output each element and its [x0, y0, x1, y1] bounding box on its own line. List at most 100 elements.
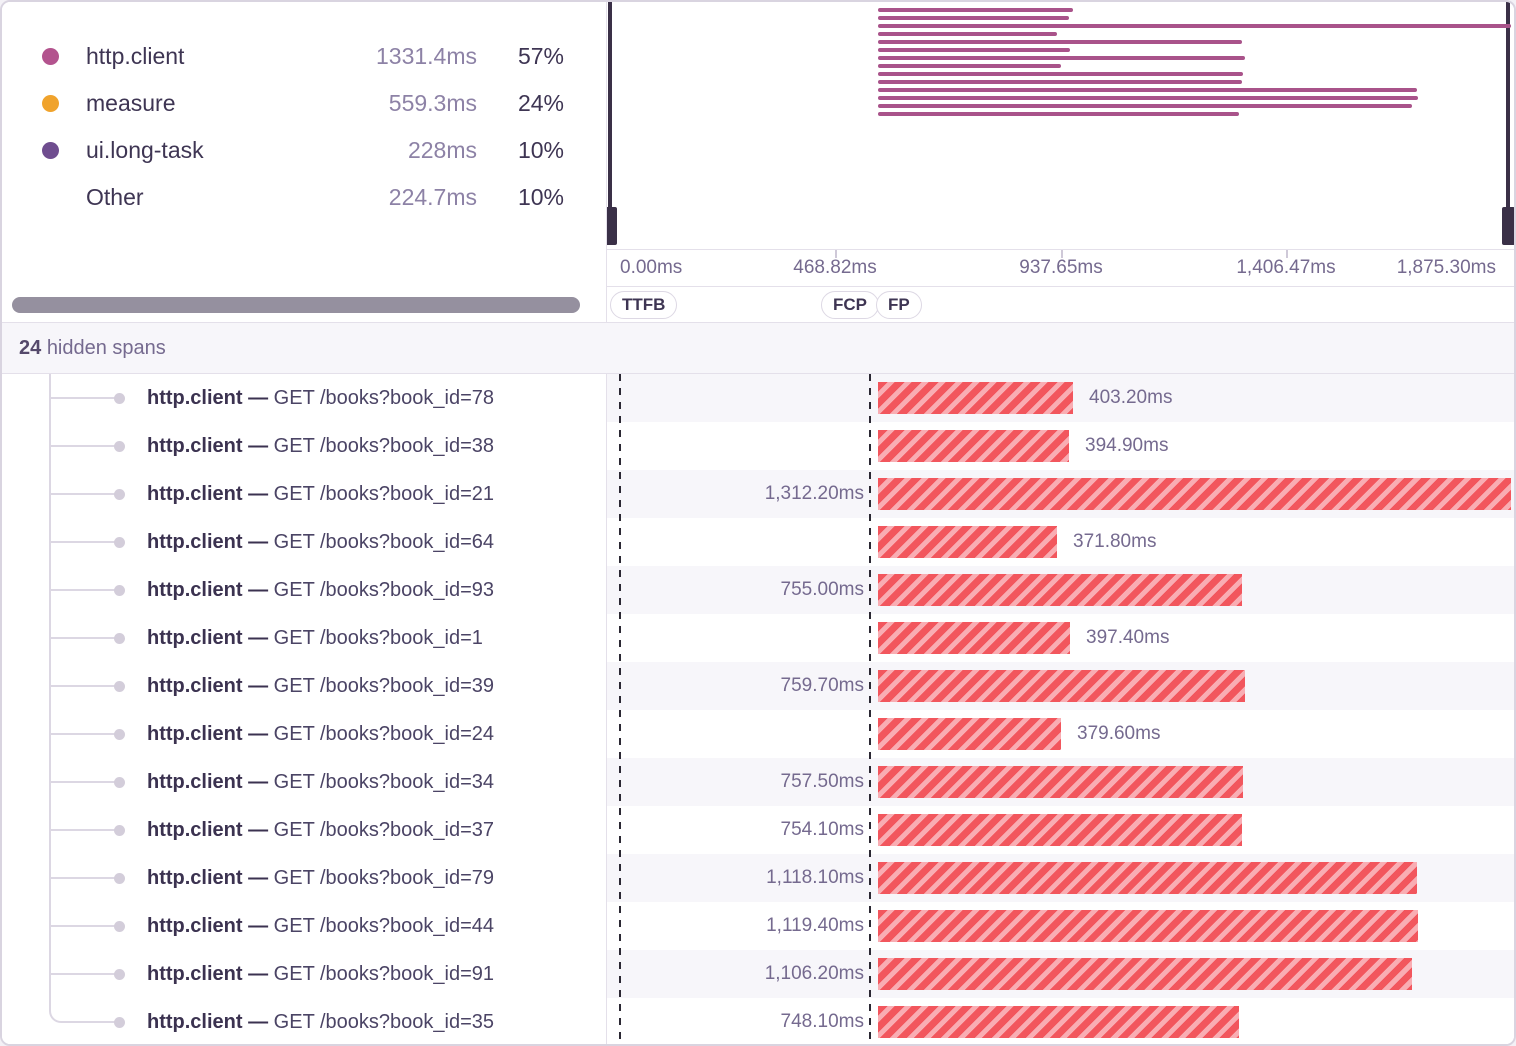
tree-node-dot-icon — [114, 969, 125, 980]
horizontal-scrollbar[interactable] — [2, 287, 606, 323]
span-row[interactable]: http.client — GET /books?book_id=44 1,119… — [2, 902, 1514, 950]
minimap-left-handle-bar[interactable] — [608, 2, 612, 209]
trace-minimap[interactable] — [606, 2, 1514, 249]
vital-badge-ttfb[interactable]: TTFB — [610, 291, 678, 319]
span-description: GET /books?book_id=24 — [273, 723, 495, 745]
minimap-left-handle-grip[interactable] — [606, 207, 617, 245]
guide-line-start — [619, 374, 621, 1044]
rows-panel-divider — [606, 374, 607, 1044]
span-row[interactable]: http.client — GET /books?book_id=1 397.40… — [2, 614, 1514, 662]
vital-badge-fcp[interactable]: FCP — [821, 291, 879, 319]
minimap-span-line — [878, 104, 1412, 108]
span-duration-bar[interactable] — [878, 430, 1069, 462]
legend-item: measure 559.3ms 24% — [2, 80, 606, 127]
scrollbar-thumb[interactable] — [12, 297, 580, 313]
span-duration-bar[interactable] — [878, 910, 1418, 942]
span-description: GET /books?book_id=38 — [273, 435, 495, 457]
span-duration-bar[interactable] — [878, 958, 1412, 990]
span-duration-bar[interactable] — [878, 862, 1417, 894]
span-duration-bar[interactable] — [878, 766, 1243, 798]
span-op: http.client — [147, 435, 243, 457]
span-title: http.client — GET /books?book_id=24 — [147, 710, 494, 758]
hidden-spans-row[interactable]: 24 hidden spans — [2, 323, 1514, 374]
span-title: http.client — GET /books?book_id=64 — [147, 518, 494, 566]
op-color-dot-icon — [42, 95, 59, 112]
span-title: http.client — GET /books?book_id=91 — [147, 950, 494, 998]
tree-node-dot-icon — [114, 537, 125, 548]
tree-connector — [51, 589, 117, 591]
span-description: GET /books?book_id=79 — [273, 867, 495, 889]
span-duration-bar[interactable] — [878, 670, 1245, 702]
tree-node-dot-icon — [114, 729, 125, 740]
minimap-span-line — [878, 8, 1073, 12]
span-duration-label: 755.00ms — [780, 579, 864, 600]
tree-node-dot-icon — [114, 873, 125, 884]
span-duration-bar[interactable] — [878, 382, 1073, 414]
vital-badge-fp[interactable]: FP — [876, 291, 922, 319]
span-duration-label: 371.80ms — [1073, 531, 1157, 552]
tree-node-dot-icon — [114, 633, 125, 644]
span-row[interactable]: http.client — GET /books?book_id=91 1,106… — [2, 950, 1514, 998]
span-row[interactable]: http.client — GET /books?book_id=35 748.1… — [2, 986, 1514, 1044]
tree-node-dot-icon — [114, 585, 125, 596]
axis-tick-mark — [1061, 250, 1063, 258]
minimap-right-handle-bar[interactable] — [1506, 2, 1510, 209]
tree-node-dot-icon — [114, 825, 125, 836]
span-duration-bar[interactable] — [878, 718, 1061, 750]
span-title: http.client — GET /books?book_id=78 — [147, 374, 494, 422]
legend-op-percent: 10% — [517, 137, 564, 163]
tree-connector — [51, 781, 117, 783]
span-separator: — — [242, 1011, 274, 1033]
span-row[interactable]: http.client — GET /books?book_id=93 755.0… — [2, 566, 1514, 614]
minimap-right-handle-grip[interactable] — [1502, 207, 1514, 245]
span-duration-bar[interactable] — [878, 478, 1511, 510]
legend-item: http.client 1331.4ms 57% — [2, 33, 606, 80]
span-row[interactable]: http.client — GET /books?book_id=34 757.5… — [2, 758, 1514, 806]
span-row[interactable]: http.client — GET /books?book_id=37 754.1… — [2, 806, 1514, 854]
tree-trunk — [49, 374, 51, 1010]
span-description: GET /books?book_id=1 — [273, 627, 483, 649]
tree-connector — [51, 925, 117, 927]
span-op: http.client — [147, 867, 243, 889]
tree-connector — [51, 829, 117, 831]
hidden-spans-label: hidden spans — [46, 337, 166, 359]
span-duration-bar[interactable] — [878, 814, 1242, 846]
span-separator: — — [242, 435, 274, 457]
span-duration-label: 1,118.10ms — [766, 867, 864, 888]
span-duration-label: 397.40ms — [1086, 627, 1170, 648]
tree-node-dot-icon — [114, 681, 125, 692]
span-description: GET /books?book_id=64 — [273, 531, 495, 553]
span-row[interactable]: http.client — GET /books?book_id=21 1,312… — [2, 470, 1514, 518]
span-row[interactable]: http.client — GET /books?book_id=78 403.2… — [2, 374, 1514, 422]
span-description: GET /books?book_id=78 — [273, 387, 495, 409]
span-duration-bar[interactable] — [878, 526, 1057, 558]
span-row[interactable]: http.client — GET /books?book_id=64 371.8… — [2, 518, 1514, 566]
minimap-span-line — [878, 64, 1061, 68]
span-row[interactable]: http.client — GET /books?book_id=79 1,118… — [2, 854, 1514, 902]
span-row[interactable]: http.client — GET /books?book_id=38 394.9… — [2, 422, 1514, 470]
span-op: http.client — [147, 675, 243, 697]
axis-tick-label: 1,875.30ms — [1396, 257, 1496, 278]
tree-connector — [51, 973, 117, 975]
span-duration-bar[interactable] — [878, 574, 1242, 606]
tree-connector — [51, 397, 117, 399]
minimap-span-line — [878, 40, 1242, 44]
span-title: http.client — GET /books?book_id=79 — [147, 854, 494, 902]
span-duration-label: 757.50ms — [780, 771, 864, 792]
axis-tick-label: 1,406.47ms — [1236, 257, 1336, 278]
tree-connector — [51, 445, 117, 447]
span-op: http.client — [147, 579, 243, 601]
span-row[interactable]: http.client — GET /books?book_id=24 379.6… — [2, 710, 1514, 758]
tree-elbow-connector — [49, 986, 65, 1023]
tree-node-dot-icon — [114, 393, 125, 404]
span-title: http.client — GET /books?book_id=21 — [147, 470, 494, 518]
span-row[interactable]: http.client — GET /books?book_id=39 759.7… — [2, 662, 1514, 710]
span-description: GET /books?book_id=21 — [273, 483, 495, 505]
minimap-span-line — [878, 88, 1417, 92]
span-duration-bar[interactable] — [878, 622, 1070, 654]
legend-op-duration: 224.7ms — [388, 184, 477, 210]
span-title: http.client — GET /books?book_id=35 — [147, 998, 495, 1044]
span-duration-label: 748.10ms — [780, 1011, 864, 1032]
span-duration-bar[interactable] — [878, 1006, 1239, 1038]
span-description: GET /books?book_id=35 — [273, 1011, 495, 1033]
